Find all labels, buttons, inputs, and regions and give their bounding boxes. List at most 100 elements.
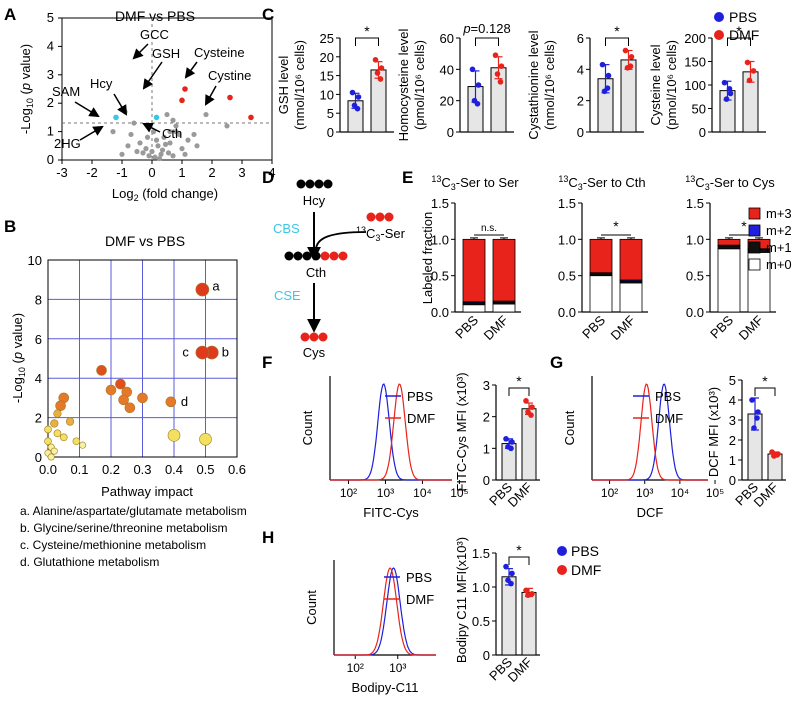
panel-e-sig-label: n.s. xyxy=(481,223,497,234)
panel-c-homocysteine-ytick-label: 20 xyxy=(440,94,454,109)
panel-c-gsh-ytick-label: 0 xyxy=(327,125,334,140)
panel-a-xtick-label: 4 xyxy=(268,165,275,180)
panel-a-point-cystine xyxy=(248,114,254,121)
panel-b-xlabel: Pathway impact xyxy=(101,484,193,499)
panel-c-cystathionine-datapoint xyxy=(622,47,629,54)
panel-a-xtick-label: 1 xyxy=(178,165,185,180)
panel-a-point xyxy=(167,140,173,146)
panel-f-bar-sig-bracket xyxy=(508,387,530,396)
panel-a-point-cysteine xyxy=(227,94,233,101)
panel-h-legend-pbs-dot xyxy=(557,546,567,556)
panel-c-subplot-cysteine: 0 50 100 150 200 * Cysteine level(pmol/10⁶ cel… xyxy=(648,23,766,140)
panel-g-bar-datapoint xyxy=(754,415,760,421)
panel-a-point xyxy=(165,150,172,156)
cbs-label: CBS xyxy=(273,221,300,236)
panel-e-xtick-label: DMF xyxy=(736,312,767,343)
panel-letter-g: G xyxy=(550,353,563,372)
panel-a-point xyxy=(128,131,134,138)
panel-c-legend-pbs: PBS xyxy=(729,9,757,25)
panel-g-bar-xtick-label: DMF xyxy=(751,479,782,510)
panel-c-cystathionine-ytick-label: 2 xyxy=(577,94,584,109)
panel-b-point xyxy=(47,453,55,461)
panel-a-label-gcc: GCC xyxy=(140,27,169,42)
panel-a-label-hcy: Hcy xyxy=(90,76,113,91)
panel-h-legend-dmf-dot xyxy=(557,565,567,575)
panel-h: 10² 10³ Bodipy-C11 Count PBS DMF 0 0.5 1.0 1.5 PBS… xyxy=(304,537,601,695)
panel-a-point xyxy=(137,140,143,146)
panel-h-bar-ytick-label: 1.5 xyxy=(472,546,490,561)
panel-b-legend-b: b. Glycine/serine/threonine metabolism xyxy=(20,521,227,535)
panel-g-hist-ylabel: Count xyxy=(562,410,577,445)
panel-f-bar-datapoint xyxy=(508,445,514,452)
panel-c-gsh-datapoint xyxy=(349,89,356,96)
panel-a-label-2hg: 2HG xyxy=(54,136,81,151)
panel-c-cystathionine-datapoint xyxy=(627,63,634,69)
panel-a-point xyxy=(162,141,169,147)
panel-f-bar-ytick-label: 1 xyxy=(483,441,490,456)
panel-a-arrow-cystine xyxy=(204,85,217,106)
panel-e-xtick-label: PBS xyxy=(452,312,481,341)
panel-a-point xyxy=(131,120,137,126)
panel-c-cystathionine-ytick-label: 4 xyxy=(577,62,584,77)
panel-b-xtick-label: 0.0 xyxy=(39,462,57,477)
panel-c-cysteine-ytick-label: 0 xyxy=(699,125,706,140)
panel-c-homocysteine-datapoint xyxy=(474,101,481,107)
panel-b-point-label-c: c xyxy=(182,345,189,360)
panel-g-hist-legend-pbs: PBS xyxy=(655,389,681,404)
panel-b-point xyxy=(59,433,68,442)
panel-b-point xyxy=(105,384,117,396)
panel-g-bar-datapoint xyxy=(751,425,757,431)
panel-c-gsh-datapoint xyxy=(355,94,362,100)
panel-letter-f: F xyxy=(262,353,272,372)
panel-b-ytick-label: 10 xyxy=(28,253,42,268)
panel-c-legend-dmf-dot xyxy=(714,30,724,40)
panel-b-point xyxy=(199,432,212,446)
panel-c-homocysteine-datapoint xyxy=(497,79,504,85)
panel-a-label-sam: SAM xyxy=(52,84,80,99)
panel-g-bar-ytick-label: 0 xyxy=(729,473,736,488)
panel-c-ylabel: GSH level(nmol/10⁶ cells) xyxy=(276,40,307,130)
panel-a-point xyxy=(173,129,179,135)
panel-e-ytick-label: 0.5 xyxy=(558,269,576,284)
panel-b-point xyxy=(50,447,58,455)
panel-c-cysteine-datapoint xyxy=(723,96,730,102)
panel-e-xtick-label: PBS xyxy=(579,312,608,341)
panel-f-hist-xtick-label: 10³ xyxy=(377,486,394,500)
panel-letters: A B C D E F G H xyxy=(4,5,563,547)
panel-e-bar-seg-m0 xyxy=(589,275,613,313)
panel-c-legend: PBS DMF xyxy=(714,9,759,43)
panel-a-point xyxy=(144,134,151,140)
panel-b-legend-a: a. Alanine/aspartate/glutamate metabolis… xyxy=(20,504,247,518)
panel-a-point xyxy=(185,137,191,143)
panel-a-point xyxy=(134,148,140,155)
panel-c-gsh-datapoint xyxy=(354,105,361,112)
panel-c-cysteine-datapoint xyxy=(727,90,734,97)
panel-a-ytick-label: 5 xyxy=(47,10,54,25)
panel-c-cysteine-ytick-label: 50 xyxy=(692,102,706,117)
panel-h-bar-bar-pbs xyxy=(501,576,517,656)
panel-g-hist-xlabel: DCF xyxy=(637,505,664,520)
panel-f: 10² 10³ 10⁴ 10⁵ FITC-Cys Count PBS DMF 0 1 2 3 PBS DM… xyxy=(300,372,540,520)
panel-g-hist-xtick-label: 10⁴ xyxy=(671,486,690,500)
panel-a-point-sam xyxy=(113,114,119,121)
panel-c-cystathionine-ytick-label: 6 xyxy=(577,31,584,46)
panel-f-bar-bar-dmf xyxy=(521,408,537,481)
panel-c-gsh-ytick-label: 10 xyxy=(320,87,334,102)
panel-c-cysteine-sig-bracket xyxy=(727,37,751,46)
panel-a-xtick-label: 3 xyxy=(238,165,245,180)
panel-f-bar-datapoint xyxy=(529,404,535,410)
panel-a-point-hcy xyxy=(153,114,160,121)
panel-a-arrow-gcc xyxy=(132,43,149,60)
panel-c-subplot-homocysteine: 0 20 40 60 p=0.128 Homocysteine level(pmol/10… xyxy=(396,21,514,141)
panel-a-ytick-label: 3 xyxy=(47,67,54,82)
panel-b-point xyxy=(79,441,87,449)
panel-b-point xyxy=(44,437,52,446)
panel-e-ytick-label: 0.0 xyxy=(431,305,449,320)
panel-h-bar-sig-bracket xyxy=(508,556,530,565)
panel-c-cystathionine-sig-bracket xyxy=(605,37,629,46)
panel-h-bar-ylabel: Bodipy C11 MFI(x10³) xyxy=(454,537,469,663)
panel-b-xtick-label: 0.3 xyxy=(133,462,151,477)
panel-c-gsh-datapoint xyxy=(374,70,381,76)
panel-e-subplot-0: 13C3-Ser to Ser 0.0 0.5 1.0 1.5 PBS DMF n.s. xyxy=(431,174,521,343)
panel-a-label-cth: Cth xyxy=(162,126,182,141)
